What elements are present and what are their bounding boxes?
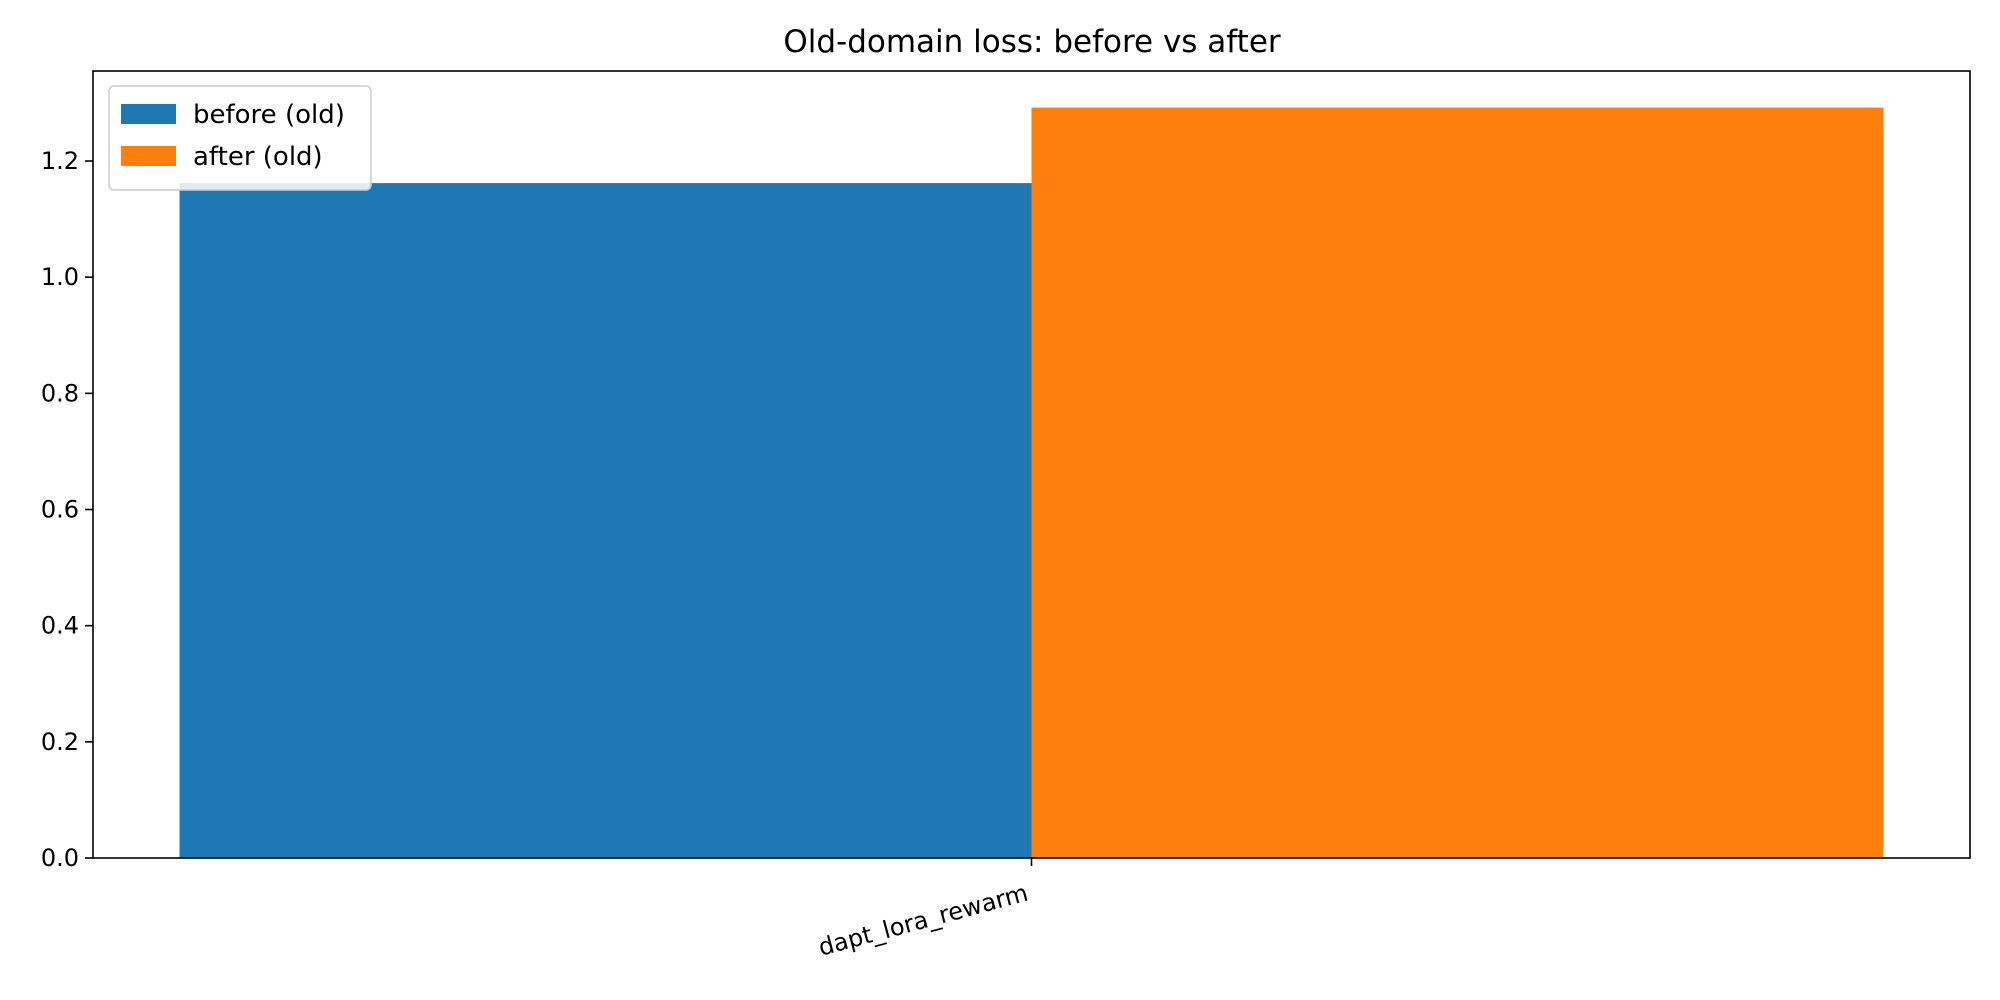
legend-label: after (old) [193,142,323,172]
legend-label: before (old) [193,100,345,130]
y-tick-label: 0.6 [41,496,79,524]
legend-swatch [121,104,176,124]
y-tick-label: 0.4 [41,612,79,640]
y-tick-label: 0.0 [41,844,79,872]
bar-before-old [179,183,1032,858]
y-tick-label: 1.2 [41,147,79,175]
legend: before (old) after (old) [108,85,372,191]
y-tick-label: 1.0 [41,263,79,291]
bar-after-old [1031,107,1884,859]
y-axis: 0.0 0.2 0.4 0.6 0.8 1.0 1.2 [41,147,93,872]
legend-swatch [121,146,176,166]
chart-title: Old-domain loss: before vs after [783,24,1281,60]
bars-group [179,107,1884,859]
y-tick-label: 0.2 [41,728,79,756]
y-tick-label: 0.8 [41,379,79,407]
